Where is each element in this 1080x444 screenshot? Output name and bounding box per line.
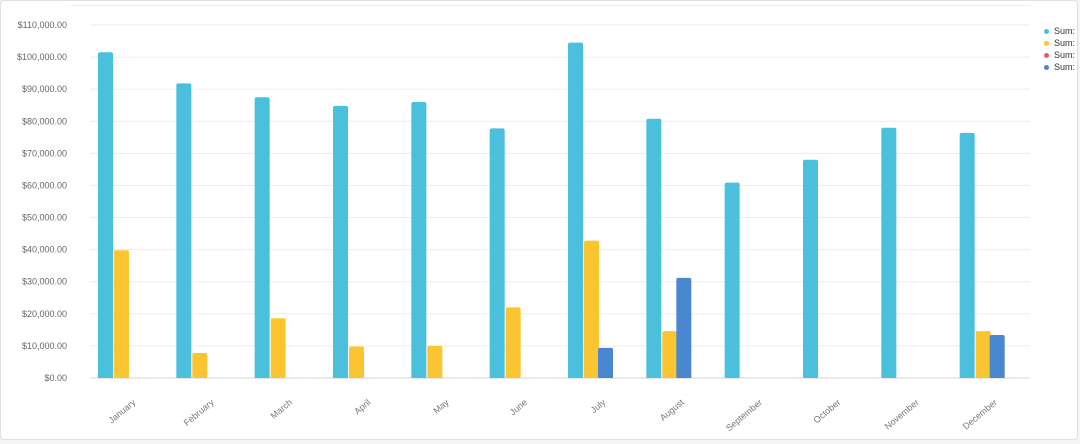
x-category-label: October — [812, 397, 843, 425]
bar-sumin-march[interactable] — [254, 97, 270, 379]
y-tick-label: $80,000.00 — [22, 116, 67, 126]
legend-item[interactable]: Sum: A — [1044, 49, 1077, 61]
x-category-label: November — [883, 397, 921, 431]
legend-label: Sum: P — [1054, 38, 1077, 48]
bar-sump-april[interactable] — [349, 346, 364, 378]
bar-sumin-september[interactable] — [724, 182, 740, 378]
bar-sumin-october[interactable] — [803, 159, 818, 378]
x-category-label: May — [431, 397, 451, 416]
x-category-label: February — [182, 397, 216, 428]
bar-sumin-january[interactable] — [98, 52, 113, 378]
bar-sump-december[interactable] — [975, 331, 991, 378]
bar-sump-january[interactable] — [114, 250, 129, 378]
legend-swatch-icon — [1044, 28, 1049, 34]
y-tick-label: $10,000.00 — [22, 341, 67, 351]
bar-sumin-february[interactable] — [176, 83, 192, 378]
y-tick-label: $40,000.00 — [22, 245, 67, 255]
y-tick-label: $70,000.00 — [22, 148, 67, 158]
legend-label: Sum: In — [1054, 26, 1077, 36]
y-tick-label: $30,000.00 — [22, 277, 67, 287]
legend-swatch-icon — [1044, 52, 1049, 58]
y-tick-label: $100,000.00 — [17, 52, 67, 62]
x-category-label: March — [269, 397, 295, 421]
bar-sump-may[interactable] — [427, 345, 443, 378]
bar-sume-august[interactable] — [676, 277, 692, 378]
x-category-label: June — [508, 397, 529, 417]
y-tick-label: $20,000.00 — [22, 309, 67, 319]
bar-sump-june[interactable] — [505, 307, 521, 378]
y-tick-label: $60,000.00 — [22, 180, 67, 190]
y-tick-label: $50,000.00 — [22, 213, 67, 223]
legend-swatch-icon — [1044, 64, 1049, 70]
bar-sumin-august[interactable] — [646, 118, 662, 379]
bar-sump-july[interactable] — [584, 240, 599, 378]
y-tick-label: $0.00 — [44, 373, 67, 383]
bar-sump-february[interactable] — [192, 352, 208, 378]
x-category-label: September — [724, 397, 764, 433]
x-category-label: August — [658, 397, 686, 423]
bar-sumin-may[interactable] — [411, 102, 427, 378]
bar-sume-july[interactable] — [598, 347, 613, 378]
bar-sumin-june[interactable] — [489, 128, 505, 378]
bar-chart: $0.00 $10,000.00 $20,000.00 $30,000.00 $40,0… — [17, 20, 1030, 433]
chart-legend: Sum: In Sum: P Sum: A Sum: E — [1044, 25, 1077, 73]
legend-label: Sum: E — [1054, 62, 1077, 72]
legend-label: Sum: A — [1054, 50, 1077, 60]
legend-item[interactable]: Sum: E — [1044, 61, 1077, 73]
bar-sumin-july[interactable] — [568, 42, 583, 379]
legend-item[interactable]: Sum: In — [1044, 25, 1077, 37]
bar-sumin-december[interactable] — [959, 132, 975, 378]
legend-item[interactable]: Sum: P — [1044, 37, 1077, 49]
y-tick-label: $90,000.00 — [22, 84, 67, 94]
x-category-label: December — [961, 397, 999, 431]
legend-swatch-icon — [1044, 40, 1049, 46]
top-divider — [71, 5, 1031, 6]
bar-sumin-april[interactable] — [333, 105, 348, 379]
bar-sump-august[interactable] — [662, 331, 678, 378]
x-category-label: July — [589, 397, 608, 415]
y-tick-label: $110,000.00 — [18, 20, 67, 30]
bar-sumin-november[interactable] — [881, 127, 897, 378]
x-category-label: January — [107, 397, 138, 426]
bar-sump-march[interactable] — [270, 318, 286, 378]
x-category-label: April — [352, 397, 372, 416]
bar-sume-december[interactable] — [989, 334, 1005, 378]
